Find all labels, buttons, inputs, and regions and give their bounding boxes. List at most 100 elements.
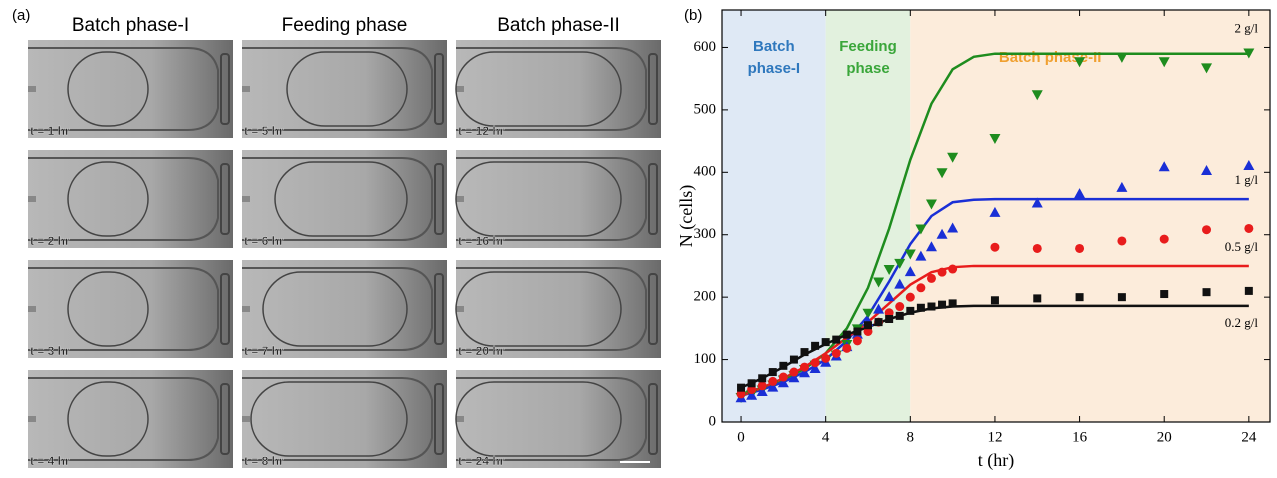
marker bbox=[789, 367, 799, 377]
time-label: t = 1 hr bbox=[30, 124, 70, 138]
droplet bbox=[67, 381, 149, 457]
phase-region bbox=[910, 10, 1270, 422]
marker bbox=[1160, 290, 1169, 299]
time-label: t = 5 hr bbox=[244, 124, 284, 138]
marker bbox=[811, 341, 820, 350]
side-chamber bbox=[220, 383, 230, 455]
inlet bbox=[28, 86, 36, 92]
micrograph bbox=[242, 370, 447, 468]
channel bbox=[456, 47, 647, 131]
marker bbox=[799, 367, 811, 378]
marker bbox=[778, 372, 788, 382]
marker bbox=[852, 336, 862, 346]
marker bbox=[1075, 293, 1084, 302]
droplet bbox=[455, 161, 622, 237]
inlet bbox=[28, 306, 36, 312]
marker bbox=[1117, 236, 1127, 246]
marker bbox=[1074, 188, 1086, 199]
droplet bbox=[455, 271, 622, 347]
marker bbox=[831, 348, 841, 358]
marker bbox=[1074, 57, 1086, 68]
marker bbox=[1243, 48, 1255, 59]
x-tick-label: 8 bbox=[907, 429, 915, 445]
x-tick-label: 4 bbox=[822, 429, 830, 445]
region-label: Feeding bbox=[839, 38, 897, 55]
inlet bbox=[28, 196, 36, 202]
marker bbox=[1116, 181, 1128, 192]
inlet bbox=[242, 86, 250, 92]
channel bbox=[456, 267, 647, 351]
droplet bbox=[250, 381, 408, 457]
marker bbox=[916, 303, 925, 312]
marker bbox=[1202, 288, 1211, 297]
inlet bbox=[242, 416, 250, 422]
marker bbox=[894, 258, 906, 269]
marker bbox=[756, 386, 768, 397]
micrograph bbox=[242, 260, 447, 358]
side-chamber bbox=[648, 163, 658, 235]
marker bbox=[757, 381, 767, 391]
time-label: t = 6 hr bbox=[244, 234, 284, 248]
channel bbox=[242, 267, 433, 351]
marker bbox=[821, 338, 830, 347]
time-label: t = 12 hr bbox=[458, 124, 505, 138]
plot-frame bbox=[721, 9, 1271, 423]
x-tick-label: 20 bbox=[1157, 429, 1172, 445]
marker bbox=[767, 381, 779, 392]
marker bbox=[1075, 243, 1085, 253]
inlet bbox=[456, 86, 464, 92]
droplet bbox=[67, 161, 149, 237]
marker bbox=[1116, 52, 1128, 63]
side-chamber bbox=[648, 53, 658, 125]
series-label: 1 g/l bbox=[1235, 172, 1259, 187]
marker bbox=[947, 222, 959, 233]
marker bbox=[937, 267, 947, 277]
marker bbox=[915, 250, 927, 261]
marker bbox=[768, 368, 777, 377]
marker bbox=[894, 278, 906, 289]
marker bbox=[810, 358, 820, 368]
side-chamber bbox=[434, 53, 444, 125]
channel bbox=[28, 267, 219, 351]
micrograph bbox=[28, 370, 233, 468]
marker bbox=[936, 168, 948, 179]
time-label: t = 8 hr bbox=[244, 454, 284, 468]
marker bbox=[853, 327, 862, 336]
marker bbox=[809, 362, 821, 373]
marker bbox=[842, 343, 852, 353]
marker bbox=[747, 379, 756, 388]
marker bbox=[904, 249, 916, 260]
marker bbox=[1244, 286, 1253, 295]
droplet bbox=[262, 271, 408, 347]
micrograph bbox=[456, 370, 661, 468]
channel bbox=[242, 377, 433, 461]
time-label: t = 7 hr bbox=[244, 344, 284, 358]
marker bbox=[895, 302, 905, 312]
inlet bbox=[242, 196, 250, 202]
time-label: t = 20 hr bbox=[458, 344, 505, 358]
side-chamber bbox=[434, 383, 444, 455]
side-chamber bbox=[434, 273, 444, 345]
y-tick-label: 600 bbox=[694, 39, 717, 55]
time-label: t = 4 hr bbox=[30, 454, 70, 468]
y-axis-label: N (cells) bbox=[676, 185, 697, 247]
x-axis-label: t (hr) bbox=[978, 450, 1014, 471]
marker bbox=[989, 133, 1001, 144]
side-chamber bbox=[220, 163, 230, 235]
channel bbox=[28, 157, 219, 241]
marker bbox=[906, 306, 915, 315]
marker bbox=[1158, 57, 1170, 68]
y-tick-label: 200 bbox=[694, 289, 717, 305]
marker bbox=[904, 266, 916, 277]
marker bbox=[1031, 90, 1043, 101]
channel bbox=[28, 47, 219, 131]
droplet bbox=[455, 381, 622, 457]
y-tick-label: 300 bbox=[694, 226, 717, 242]
micrograph bbox=[456, 40, 661, 138]
marker bbox=[947, 152, 959, 163]
marker bbox=[1159, 234, 1169, 244]
marker bbox=[842, 330, 851, 339]
time-label: t = 2 hr bbox=[30, 234, 70, 248]
region-label: Batch phase-II bbox=[999, 49, 1102, 66]
